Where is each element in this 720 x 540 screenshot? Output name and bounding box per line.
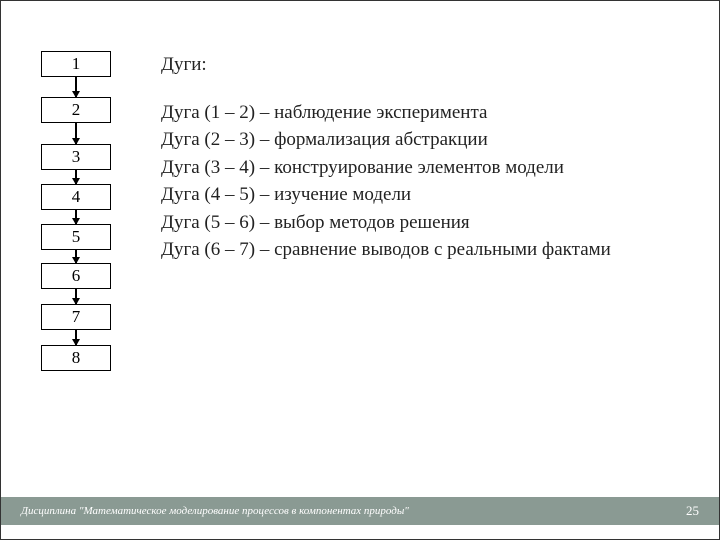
arrow-1-2 [75, 77, 77, 97]
node-5: 5 [41, 224, 111, 250]
node-chain: 1 2 3 4 5 6 7 8 [41, 51, 111, 371]
footer-text: Дисциплина "Математическое моделирование… [21, 505, 409, 517]
node-3: 3 [41, 144, 111, 170]
slide: 1 2 3 4 5 6 7 8 Дуги: Дуга (1 – 2) – наб… [0, 0, 720, 540]
node-6: 6 [41, 263, 111, 289]
page-number: 25 [686, 503, 699, 519]
arrow-2-3 [75, 123, 77, 144]
node-7: 7 [41, 304, 111, 330]
desc-line-2: Дуга (2 – 3) – формализация абстракции [161, 126, 679, 154]
desc-title: Дуги: [161, 51, 679, 79]
content-area: 1 2 3 4 5 6 7 8 Дуги: Дуга (1 – 2) – наб… [1, 1, 719, 371]
arrow-6-7 [75, 289, 77, 304]
desc-line-4: Дуга (4 – 5) – изучение модели [161, 181, 679, 209]
node-4: 4 [41, 184, 111, 210]
desc-line-1: Дуга (1 – 2) – наблюдение эксперимента [161, 99, 679, 127]
node-2: 2 [41, 97, 111, 123]
node-1: 1 [41, 51, 111, 77]
desc-line-5: Дуга (5 – 6) – выбор методов решения [161, 209, 679, 237]
node-8: 8 [41, 345, 111, 371]
arrow-4-5 [75, 210, 77, 224]
arrow-7-8 [75, 330, 77, 345]
desc-line-3: Дуга (3 – 4) – конструирование элементов… [161, 154, 679, 182]
arrow-5-6 [75, 250, 77, 263]
description: Дуги: Дуга (1 – 2) – наблюдение эксперим… [161, 51, 679, 371]
desc-line-6: Дуга (6 – 7) – сравнение выводов с реаль… [161, 236, 679, 264]
arrow-3-4 [75, 170, 77, 184]
footer-bar: Дисциплина "Математическое моделирование… [1, 497, 719, 525]
